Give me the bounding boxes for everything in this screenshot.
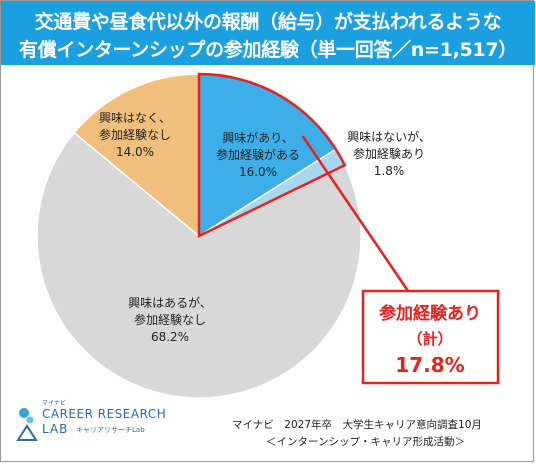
callout-label-line1: 参加経験あり — [379, 303, 481, 324]
pie-slice-interested-not-experienced — [36, 131, 362, 399]
logo-sub: マイナビ — [42, 400, 66, 407]
chart-title-line1: 交通費や昼食代以外の報酬（給与）が支払われるような — [34, 11, 502, 33]
source-line2: ＜インターンシップ・キャリア形成活動＞ — [266, 436, 465, 448]
slice-label-not-interested-experienced-value: 1.8% — [374, 164, 405, 178]
chart-title-line2: 有償インターンシップの参加経験（単一回答／n=1,517） — [19, 39, 517, 61]
callout-box — [361, 289, 500, 385]
logo-tag: キャリアリサーチLab — [76, 426, 145, 434]
source-line1: マイナビ 2027年卒 大学生キャリア意向調査10月 — [232, 419, 482, 431]
career-research-lab-logo: マイナビ CAREER RESEARCH LAB キャリアリサーチLab — [14, 398, 167, 448]
slice-label-not-interested-not-experienced-value: 14.0% — [116, 145, 154, 159]
slice-label-interested-experienced-value: 16.0% — [239, 165, 277, 179]
slice-label-interested-experienced-line2: 参加経験がある — [216, 147, 300, 162]
slice-label-interested-not-experienced-value: 68.2% — [151, 330, 189, 344]
slice-label-not-interested-experienced-line1: 興味はないが、 — [347, 129, 431, 144]
logo-main1: CAREER RESEARCH — [42, 407, 167, 421]
callout-value: 17.8% — [395, 353, 464, 377]
slice-label-not-interested-not-experienced-line1: 興味はなく、 — [99, 111, 171, 125]
slice-label-not-interested-experienced-line2: 参加経験あり — [353, 146, 425, 161]
callout-connector — [301, 135, 410, 292]
slice-label-interested-experienced-line1: 興味があり、 — [222, 130, 294, 145]
slice-labels: 興味があり、参加経験がある 16.0% 興味はないが、参加経験あり 1.8% 興味はある… — [99, 111, 431, 344]
callout-outline — [197, 72, 410, 292]
pie-slice-not-interested-not-experienced — [73, 73, 200, 238]
logo-main2: LAB — [42, 422, 69, 436]
experienced-total-outline — [197, 72, 347, 238]
slice-label-interested-not-experienced-line2: 参加経験なし — [134, 312, 206, 327]
slice-label-interested-not-experienced-line1: 興味はあるが、 — [128, 295, 212, 310]
callout-label-line2: （計） — [407, 330, 452, 348]
title-band: 交通費や昼食代以外の報酬（給与）が支払われるような 有償インターンシップの参加経… — [1, 1, 535, 65]
slice-label-not-interested-not-experienced-line2: 参加経験なし — [99, 127, 171, 142]
lab-logo-icon — [16, 408, 38, 441]
